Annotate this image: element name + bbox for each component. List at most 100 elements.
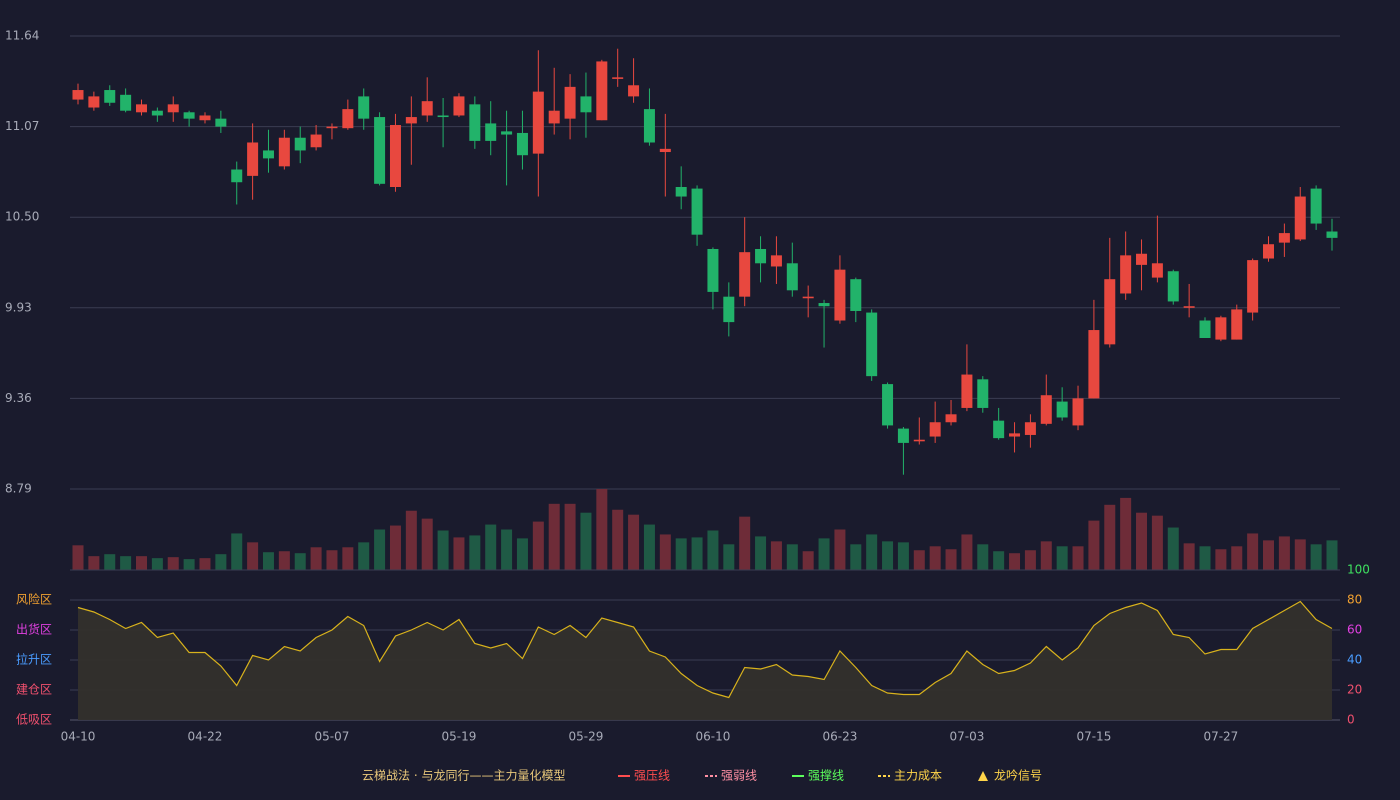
indicator-tick-label: 80: [1347, 593, 1362, 607]
indicator-line: [77, 600, 1333, 699]
volume-bar: [1151, 515, 1163, 570]
candle-body: [897, 428, 909, 443]
volume-bar: [1136, 512, 1148, 570]
volume-bar: [135, 556, 147, 570]
candle-body: [358, 96, 370, 119]
candle-body: [1278, 233, 1290, 243]
candle-body: [675, 187, 687, 197]
volume-bar: [88, 556, 100, 570]
volume-bar: [866, 534, 878, 570]
candle-body: [501, 131, 513, 135]
volume-bar: [1167, 527, 1179, 570]
volume-bar: [120, 556, 132, 570]
volume-bar: [1310, 544, 1322, 570]
zone-label: 拉升区: [16, 652, 52, 667]
volume-bar: [453, 537, 465, 570]
candle-body: [739, 252, 751, 297]
candle-body: [294, 137, 306, 151]
volume-bar: [421, 518, 433, 570]
volume-bar: [929, 546, 941, 570]
volume-bar: [707, 530, 719, 570]
candle-body: [977, 379, 989, 408]
volume-bar: [516, 538, 528, 570]
candle-body: [723, 296, 735, 323]
volume-bar: [818, 538, 830, 570]
candle-body: [628, 85, 640, 97]
volume-bar: [1009, 553, 1021, 570]
volume-bar: [485, 524, 497, 570]
y-tick-label: 11.07: [5, 119, 39, 133]
indicator-tick-label: 0: [1347, 713, 1355, 727]
x-tick-label: 05-07: [315, 730, 350, 744]
volume-bar: [945, 549, 957, 570]
x-tick-label: 05-29: [569, 730, 604, 744]
x-tick-label: 06-23: [822, 730, 857, 744]
candle-body: [374, 117, 386, 184]
volume-bar: [1231, 546, 1243, 570]
candle-body: [993, 420, 1005, 439]
volume-bar: [199, 558, 211, 570]
candle-body: [643, 109, 655, 143]
volume-bar: [1040, 541, 1052, 570]
volume-bar: [548, 503, 560, 570]
volume-bar: [755, 536, 767, 570]
x-tick-label: 07-27: [1203, 730, 1238, 744]
zone-label: 低吸区: [16, 713, 52, 727]
candle-body: [88, 96, 100, 108]
candle-body: [802, 296, 814, 299]
candle-body: [1056, 401, 1068, 418]
candle-body: [1199, 320, 1211, 338]
candle-body: [72, 90, 84, 100]
volume-bar: [342, 547, 354, 570]
volume-bar: [1326, 540, 1338, 570]
candle-body: [1136, 253, 1148, 265]
volume-bar: [882, 541, 894, 570]
volume-bar: [850, 544, 862, 570]
candle-body: [167, 104, 179, 113]
volume-bar: [770, 541, 782, 570]
x-tick-label: 07-15: [1076, 730, 1111, 744]
volume-bar: [913, 550, 925, 570]
x-tick-label: 07-03: [949, 730, 984, 744]
volume-bar: [977, 544, 989, 570]
volume-bar: [1056, 546, 1068, 570]
volume-bar: [1088, 520, 1100, 570]
candle-body: [1024, 422, 1036, 435]
volume-bar: [231, 533, 243, 570]
volume-bar: [1183, 543, 1195, 570]
volume-bar: [501, 529, 513, 570]
indicator-area: [78, 601, 1332, 720]
y-tick-label: 9.36: [5, 391, 32, 405]
candle-body: [548, 110, 560, 124]
volume-bar: [1199, 546, 1211, 570]
candle-body: [421, 101, 433, 116]
volume-bar: [1072, 546, 1084, 570]
volume-bar: [1247, 533, 1259, 570]
volume-bar: [564, 503, 576, 570]
zone-label: 建仓区: [16, 683, 52, 697]
zone-label: 风险区: [16, 592, 52, 607]
volume-bar: [961, 534, 973, 570]
legend-label: 主力成本: [894, 769, 942, 783]
candle-body: [247, 142, 259, 176]
volume-bar: [262, 552, 274, 570]
volume-bar: [596, 489, 608, 570]
volume-bar: [183, 559, 195, 570]
candle-body: [1215, 317, 1227, 340]
candle-body: [1072, 398, 1084, 426]
indicator-tick-label: 40: [1347, 653, 1362, 667]
candle-body: [850, 279, 862, 311]
volume-bar: [1120, 497, 1132, 570]
volume-bar: [691, 537, 703, 570]
volume-bar: [72, 545, 84, 570]
candle-body: [1104, 279, 1116, 345]
candle-body: [231, 169, 243, 183]
volume-bar: [326, 550, 338, 570]
volume-bar: [580, 512, 592, 570]
volume-bar: [993, 551, 1005, 570]
volume-bar: [469, 535, 481, 570]
volume-bar: [1263, 540, 1275, 570]
volume-bar: [786, 544, 798, 570]
volume-bar: [278, 551, 290, 570]
